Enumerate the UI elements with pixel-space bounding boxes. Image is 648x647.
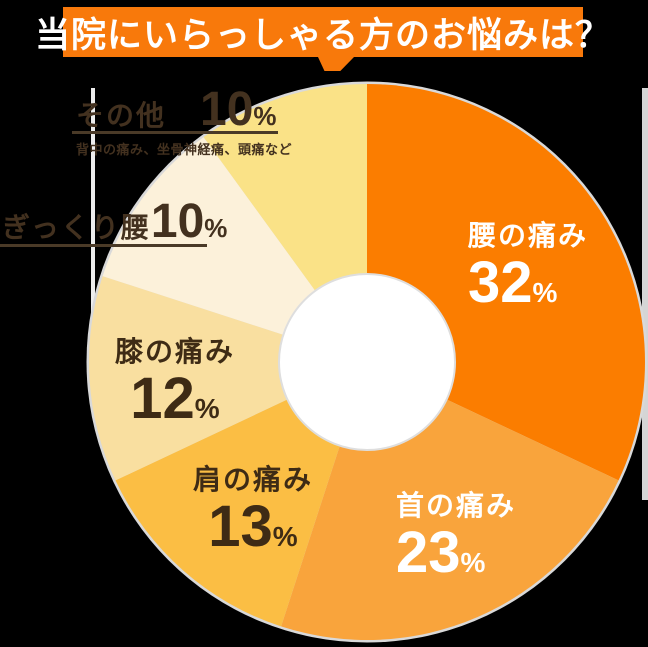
- segment-value: 12 %: [100, 370, 250, 428]
- chart-title: 当院にいらっしゃる方のお悩みは？: [35, 15, 612, 55]
- right-edge-strip: [642, 88, 648, 500]
- other-underline: [72, 131, 278, 134]
- segment-value-number: 32: [468, 250, 533, 315]
- segment-label-lower-back: 腰の痛み 32 %: [468, 214, 588, 312]
- percent-sign: %: [460, 547, 486, 578]
- segment-name: 腰の痛み: [468, 220, 589, 251]
- segment-value-number: 12: [130, 366, 195, 431]
- segment-value-number: 10: [200, 83, 254, 136]
- segment-label-other: その他 10 %: [76, 86, 277, 134]
- segment-label-knee: 膝の痛み 12 %: [100, 330, 250, 428]
- percent-sign: %: [253, 101, 277, 131]
- segment-value: 32 %: [468, 254, 588, 312]
- other-note: 背中の痛み、坐骨神経痛、頭痛など: [76, 142, 293, 157]
- segment-name: 膝の痛み: [114, 336, 235, 367]
- percent-sign: %: [194, 393, 220, 424]
- donut-segment-3: [89, 276, 367, 481]
- segment-label-shoulder: 肩の痛み 13 %: [178, 458, 328, 556]
- label-leader-line: [91, 88, 95, 314]
- segment-label-neck: 首の痛み 23 %: [396, 484, 516, 582]
- strained-back-underline: [0, 244, 207, 247]
- segment-label-strained-back: ぎっくり腰 10 %: [2, 198, 227, 246]
- donut-hole: [278, 273, 456, 451]
- segment-value: 23 %: [396, 524, 516, 582]
- segment-name: 肩の痛み: [192, 464, 313, 495]
- segment-name: 首の痛み: [396, 490, 517, 521]
- percent-sign: %: [204, 213, 228, 243]
- segment-name: その他: [76, 100, 167, 131]
- segment-value-number: 13: [208, 494, 273, 559]
- percent-sign: %: [272, 521, 298, 552]
- segment-value: 13 %: [178, 498, 328, 556]
- chart-title-banner: 当院にいらっしゃる方のお悩みは？: [35, 7, 610, 57]
- percent-sign: %: [532, 277, 558, 308]
- segment-value-number: 10: [150, 195, 205, 248]
- segment-name: ぎっくり腰: [2, 212, 151, 243]
- segment-value-number: 23: [396, 520, 461, 585]
- donut-segment-2: [115, 362, 368, 627]
